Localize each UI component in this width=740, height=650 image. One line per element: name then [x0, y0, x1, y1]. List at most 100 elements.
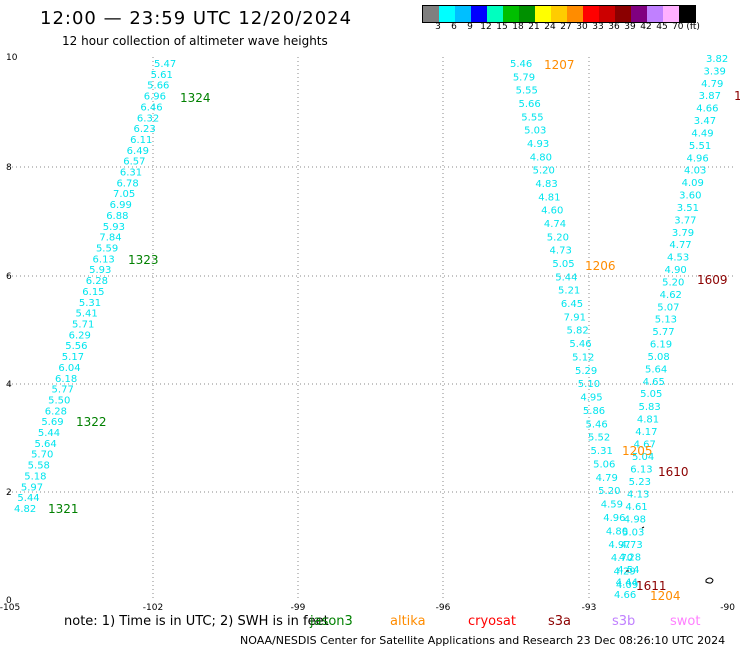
color-scale-label: 27: [560, 22, 572, 32]
wave-height-label: 4.66: [614, 590, 636, 601]
wave-height-label: 5.70: [31, 450, 53, 461]
wave-height-label: 4.79: [701, 79, 723, 90]
wave-height-label: 5.44: [17, 493, 39, 504]
wave-height-label: 6.57: [123, 157, 145, 168]
color-scale-label: 36: [608, 22, 620, 32]
wave-height-label: 6.15: [82, 287, 104, 298]
wave-height-label: 5.44: [38, 428, 60, 439]
pass-time-label: 1321: [48, 502, 79, 516]
color-scale-label: 45: [656, 22, 668, 32]
satellite-legend-item: s3a: [548, 614, 572, 629]
wave-height-label: 5.71: [72, 319, 94, 330]
lon-tick-label: -99: [291, 603, 306, 613]
footer-note: note: 1) Time is in UTC; 2) SWH is in fe…: [64, 614, 329, 629]
color-swatch: [567, 6, 583, 22]
wave-height-label: 4.49: [691, 128, 713, 139]
wave-height-label: 5.20: [533, 166, 555, 177]
wave-height-label: 6.13: [93, 254, 115, 265]
color-scale-label: 9: [467, 22, 473, 32]
wave-height-label: 5.23: [629, 477, 651, 488]
wave-height-label: 4.97: [608, 540, 630, 551]
color-scale-label: 21: [528, 22, 540, 32]
wave-height-label: 5.17: [62, 352, 84, 363]
wave-height-label: 4.09: [682, 178, 704, 189]
wave-height-label: 4.95: [580, 392, 602, 403]
wave-height-label: 4.03: [684, 166, 706, 177]
wave-height-label: 4.53: [667, 253, 689, 264]
lat-tick-label: 0: [6, 596, 12, 606]
lon-tick-label: -96: [436, 603, 451, 613]
wave-height-label: 5.05: [640, 389, 662, 400]
color-scale-label: 39: [624, 22, 636, 32]
wave-height-label: 4.96: [603, 513, 625, 524]
wave-height-label: 5.66: [147, 81, 169, 92]
pass-time-label: 1323: [128, 253, 159, 267]
wave-height-label: 5.04: [632, 452, 654, 463]
pass-time-label: 1206: [585, 259, 616, 273]
lat-tick-label: 4: [6, 380, 12, 390]
wave-height-label: 4.29: [613, 567, 635, 578]
wave-height-label: 5.55: [521, 112, 543, 123]
wave-height-label: 7.05: [113, 189, 135, 200]
color-scale-label: 15: [496, 22, 508, 32]
pass-time-label: 1205: [622, 444, 653, 458]
wave-height-label: 5.05: [552, 259, 574, 270]
lat-tick-label: 6: [6, 272, 12, 282]
wave-height-label: 4.54: [617, 565, 639, 576]
color-swatch: [663, 6, 679, 22]
wave-height-label: 5.06: [593, 459, 615, 470]
wave-height-label: 4.82: [14, 504, 36, 515]
wave-height-label: 5.21: [558, 286, 580, 297]
wave-height-label: 5.03: [622, 527, 644, 538]
page-subtitle: 12 hour collection of altimeter wave hei…: [62, 34, 328, 48]
satellite-legend-item: cryosat: [468, 614, 516, 629]
wave-height-label: 4.81: [637, 414, 659, 425]
wave-height-label: 7.91: [564, 312, 586, 323]
wave-height-label: 5.18: [24, 471, 46, 482]
wave-height-label: 4.83: [535, 179, 557, 190]
wave-height-label: 6.11: [130, 135, 152, 146]
wave-height-label: 5.59: [96, 244, 118, 255]
wave-height-label: 6.31: [120, 168, 142, 179]
color-scale-label: 33: [592, 22, 604, 32]
wave-height-label: 3.79: [672, 228, 694, 239]
wave-height-label: 4.13: [627, 490, 649, 501]
color-swatch: [487, 6, 503, 22]
color-swatch: [455, 6, 471, 22]
color-scale-bar: [422, 5, 696, 23]
island-outline: [705, 577, 714, 584]
pass-time-label: 1204: [650, 589, 681, 603]
wave-height-label: 6.19: [650, 340, 672, 351]
lon-tick-label: -90: [720, 603, 735, 613]
wave-height-label: 4.77: [669, 240, 691, 251]
wave-height-label: 3.51: [677, 203, 699, 214]
wave-height-label: 5.55: [516, 86, 538, 97]
wave-height-label: 3.82: [706, 54, 728, 65]
wave-height-label: 4.61: [625, 502, 647, 513]
wave-height-label: 4.65: [643, 377, 665, 388]
color-swatch: [503, 6, 519, 22]
wave-height-label: 3.60: [679, 191, 701, 202]
wave-height-label: 6.99: [110, 200, 132, 211]
wave-height-label: 5.12: [572, 352, 594, 363]
pass-time-label: 1609: [697, 273, 728, 287]
wave-height-label: 3.47: [694, 116, 716, 127]
wave-height-label: 5.46: [585, 419, 607, 430]
wave-height-label: 4.79: [596, 473, 618, 484]
wave-height-label: 4.28: [619, 552, 641, 563]
pass-time-label: 1611: [636, 579, 667, 593]
color-swatch: [647, 6, 663, 22]
pass-time-label: 1: [734, 89, 740, 103]
satellite-legend-item: altika: [390, 614, 426, 629]
color-swatch: [439, 6, 455, 22]
wave-height-label: 5.77: [652, 327, 674, 338]
wave-height-label: 5.64: [34, 439, 56, 450]
wave-height-label: 5.61: [151, 70, 173, 81]
wave-height-label: 4.80: [530, 152, 552, 163]
wave-height-label: 4.96: [686, 153, 708, 164]
wave-height-label: 6.32: [137, 113, 159, 124]
wave-height-label: 5.31: [79, 298, 101, 309]
wave-height-label: 4.59: [601, 500, 623, 511]
wave-height-label: 5.97: [21, 482, 43, 493]
